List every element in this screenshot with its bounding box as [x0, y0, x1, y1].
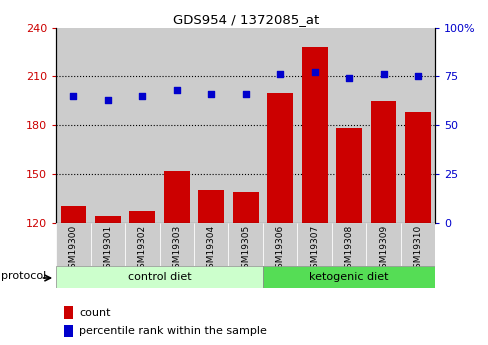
- Bar: [129, 211, 155, 223]
- Bar: [263, 223, 297, 266]
- Text: control diet: control diet: [127, 272, 191, 282]
- Bar: [194, 28, 228, 223]
- Text: GSM19306: GSM19306: [275, 225, 284, 274]
- Point: [345, 76, 352, 81]
- Point: [69, 93, 77, 99]
- Bar: [366, 223, 400, 266]
- Bar: [163, 170, 189, 223]
- Bar: [331, 223, 366, 266]
- Bar: [370, 101, 396, 223]
- Text: GSM19300: GSM19300: [69, 225, 78, 274]
- Text: GSM19305: GSM19305: [241, 225, 250, 274]
- Bar: [297, 28, 331, 223]
- Bar: [331, 28, 366, 223]
- Bar: [335, 128, 361, 223]
- Bar: [61, 206, 86, 223]
- Bar: [263, 28, 297, 223]
- Bar: [198, 190, 224, 223]
- Text: ketogenic diet: ketogenic diet: [309, 272, 388, 282]
- Bar: [263, 266, 434, 288]
- Bar: [400, 223, 434, 266]
- Bar: [125, 28, 159, 223]
- Text: protocol: protocol: [1, 271, 46, 281]
- Text: GSM19310: GSM19310: [413, 225, 422, 274]
- Text: GSM19301: GSM19301: [103, 225, 112, 274]
- Text: GSM19309: GSM19309: [378, 225, 387, 274]
- Bar: [366, 28, 400, 223]
- Bar: [159, 28, 194, 223]
- Bar: [56, 28, 90, 223]
- Text: GSM19304: GSM19304: [206, 225, 215, 274]
- Bar: [125, 223, 159, 266]
- Bar: [232, 192, 258, 223]
- Bar: [90, 223, 125, 266]
- Bar: [56, 266, 263, 288]
- Point: [379, 72, 386, 77]
- Point: [413, 73, 421, 79]
- Point: [207, 91, 215, 97]
- Point: [310, 70, 318, 75]
- Text: GSM19303: GSM19303: [172, 225, 181, 274]
- Text: GSM19308: GSM19308: [344, 225, 353, 274]
- Bar: [194, 223, 228, 266]
- Bar: [301, 47, 327, 223]
- Point: [173, 87, 181, 93]
- Text: count: count: [79, 308, 110, 317]
- Bar: [404, 112, 430, 223]
- Bar: [228, 223, 263, 266]
- Point: [138, 93, 146, 99]
- Point: [242, 91, 249, 97]
- Bar: [228, 28, 263, 223]
- Text: GSM19302: GSM19302: [138, 225, 146, 274]
- Bar: [297, 223, 331, 266]
- Bar: [90, 28, 125, 223]
- Bar: [63, 306, 73, 319]
- Text: GSM19307: GSM19307: [309, 225, 319, 274]
- Text: percentile rank within the sample: percentile rank within the sample: [79, 326, 266, 336]
- Point: [104, 97, 112, 102]
- Bar: [267, 92, 292, 223]
- Bar: [159, 223, 194, 266]
- Title: GDS954 / 1372085_at: GDS954 / 1372085_at: [172, 13, 318, 27]
- Point: [276, 72, 284, 77]
- Bar: [56, 223, 90, 266]
- Bar: [63, 325, 73, 337]
- Bar: [400, 28, 434, 223]
- Bar: [95, 216, 121, 223]
